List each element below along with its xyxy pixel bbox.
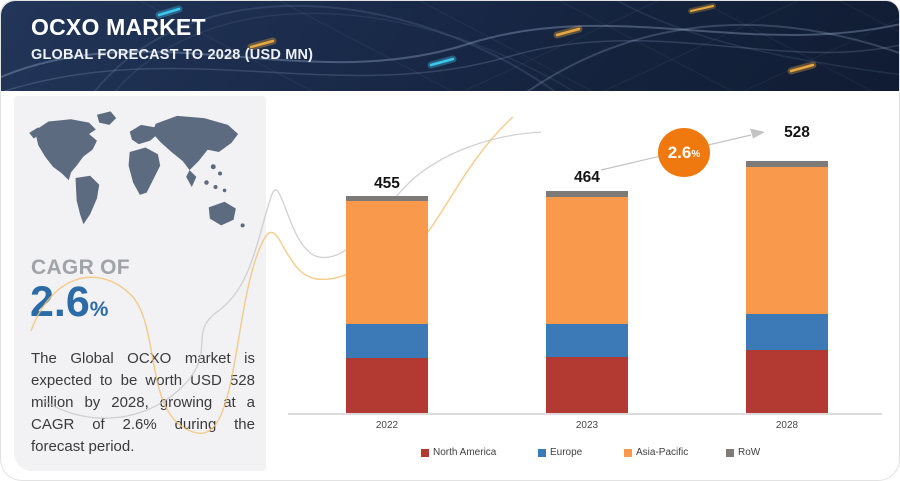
page-title: OCXO MARKET bbox=[31, 14, 206, 40]
x-axis-tick-label: 2023 bbox=[575, 420, 599, 431]
bar-segment-asia-pacific bbox=[346, 201, 428, 325]
bar-segment-europe bbox=[346, 324, 428, 359]
bar-segment-row bbox=[746, 160, 828, 168]
bar-value-label: 455 bbox=[374, 174, 400, 192]
legend-label: Asia-Pacific bbox=[636, 447, 689, 458]
legend-swatch bbox=[421, 448, 429, 457]
legend-swatch bbox=[538, 448, 546, 457]
bar-segment-north-america bbox=[346, 358, 428, 413]
legend-item-europe: Europe bbox=[538, 447, 582, 458]
bar-2023 bbox=[546, 191, 628, 413]
bar-value-label: 464 bbox=[574, 169, 600, 187]
legend-label: North America bbox=[433, 447, 497, 458]
bar-segment-row bbox=[546, 191, 628, 197]
legend-swatch bbox=[726, 448, 734, 457]
bar-segment-north-america bbox=[746, 349, 828, 413]
bar-segment-asia-pacific bbox=[546, 196, 628, 324]
chart-legend: North America Europe Asia-Pacific RoW bbox=[1, 447, 899, 463]
x-axis-tick-label: 2028 bbox=[775, 420, 799, 431]
header-banner: OCXO MARKET GLOBAL FORECAST TO 2028 (USD… bbox=[1, 1, 899, 91]
legend-item-north-america: North America bbox=[421, 447, 496, 458]
bar-2022 bbox=[346, 195, 428, 413]
page-subtitle: GLOBAL FORECAST TO 2028 (USD MN) bbox=[31, 47, 314, 63]
bar-2028 bbox=[746, 160, 828, 413]
x-axis-tick-label: 2022 bbox=[375, 420, 399, 431]
bar-segment-europe bbox=[546, 323, 628, 358]
legend-label: RoW bbox=[738, 447, 761, 458]
legend-label: Europe bbox=[550, 447, 583, 458]
bar-value-label: 528 bbox=[784, 123, 810, 141]
bar-segment-north-america bbox=[546, 357, 628, 413]
legend-item-row: RoW bbox=[726, 447, 760, 458]
cagr-annotation-bubble: 2.6% bbox=[658, 128, 710, 177]
legend-item-asia-pacific: Asia-Pacific bbox=[624, 447, 688, 458]
legend-swatch bbox=[624, 448, 632, 457]
cagr-bubble-unit: % bbox=[691, 149, 701, 160]
cagr-bubble-value: 2.6 bbox=[667, 142, 692, 162]
bar-segment-europe bbox=[746, 313, 828, 350]
x-axis-line bbox=[288, 413, 882, 415]
bar-segment-asia-pacific bbox=[746, 167, 828, 314]
header-network-decoration bbox=[1, 1, 899, 91]
